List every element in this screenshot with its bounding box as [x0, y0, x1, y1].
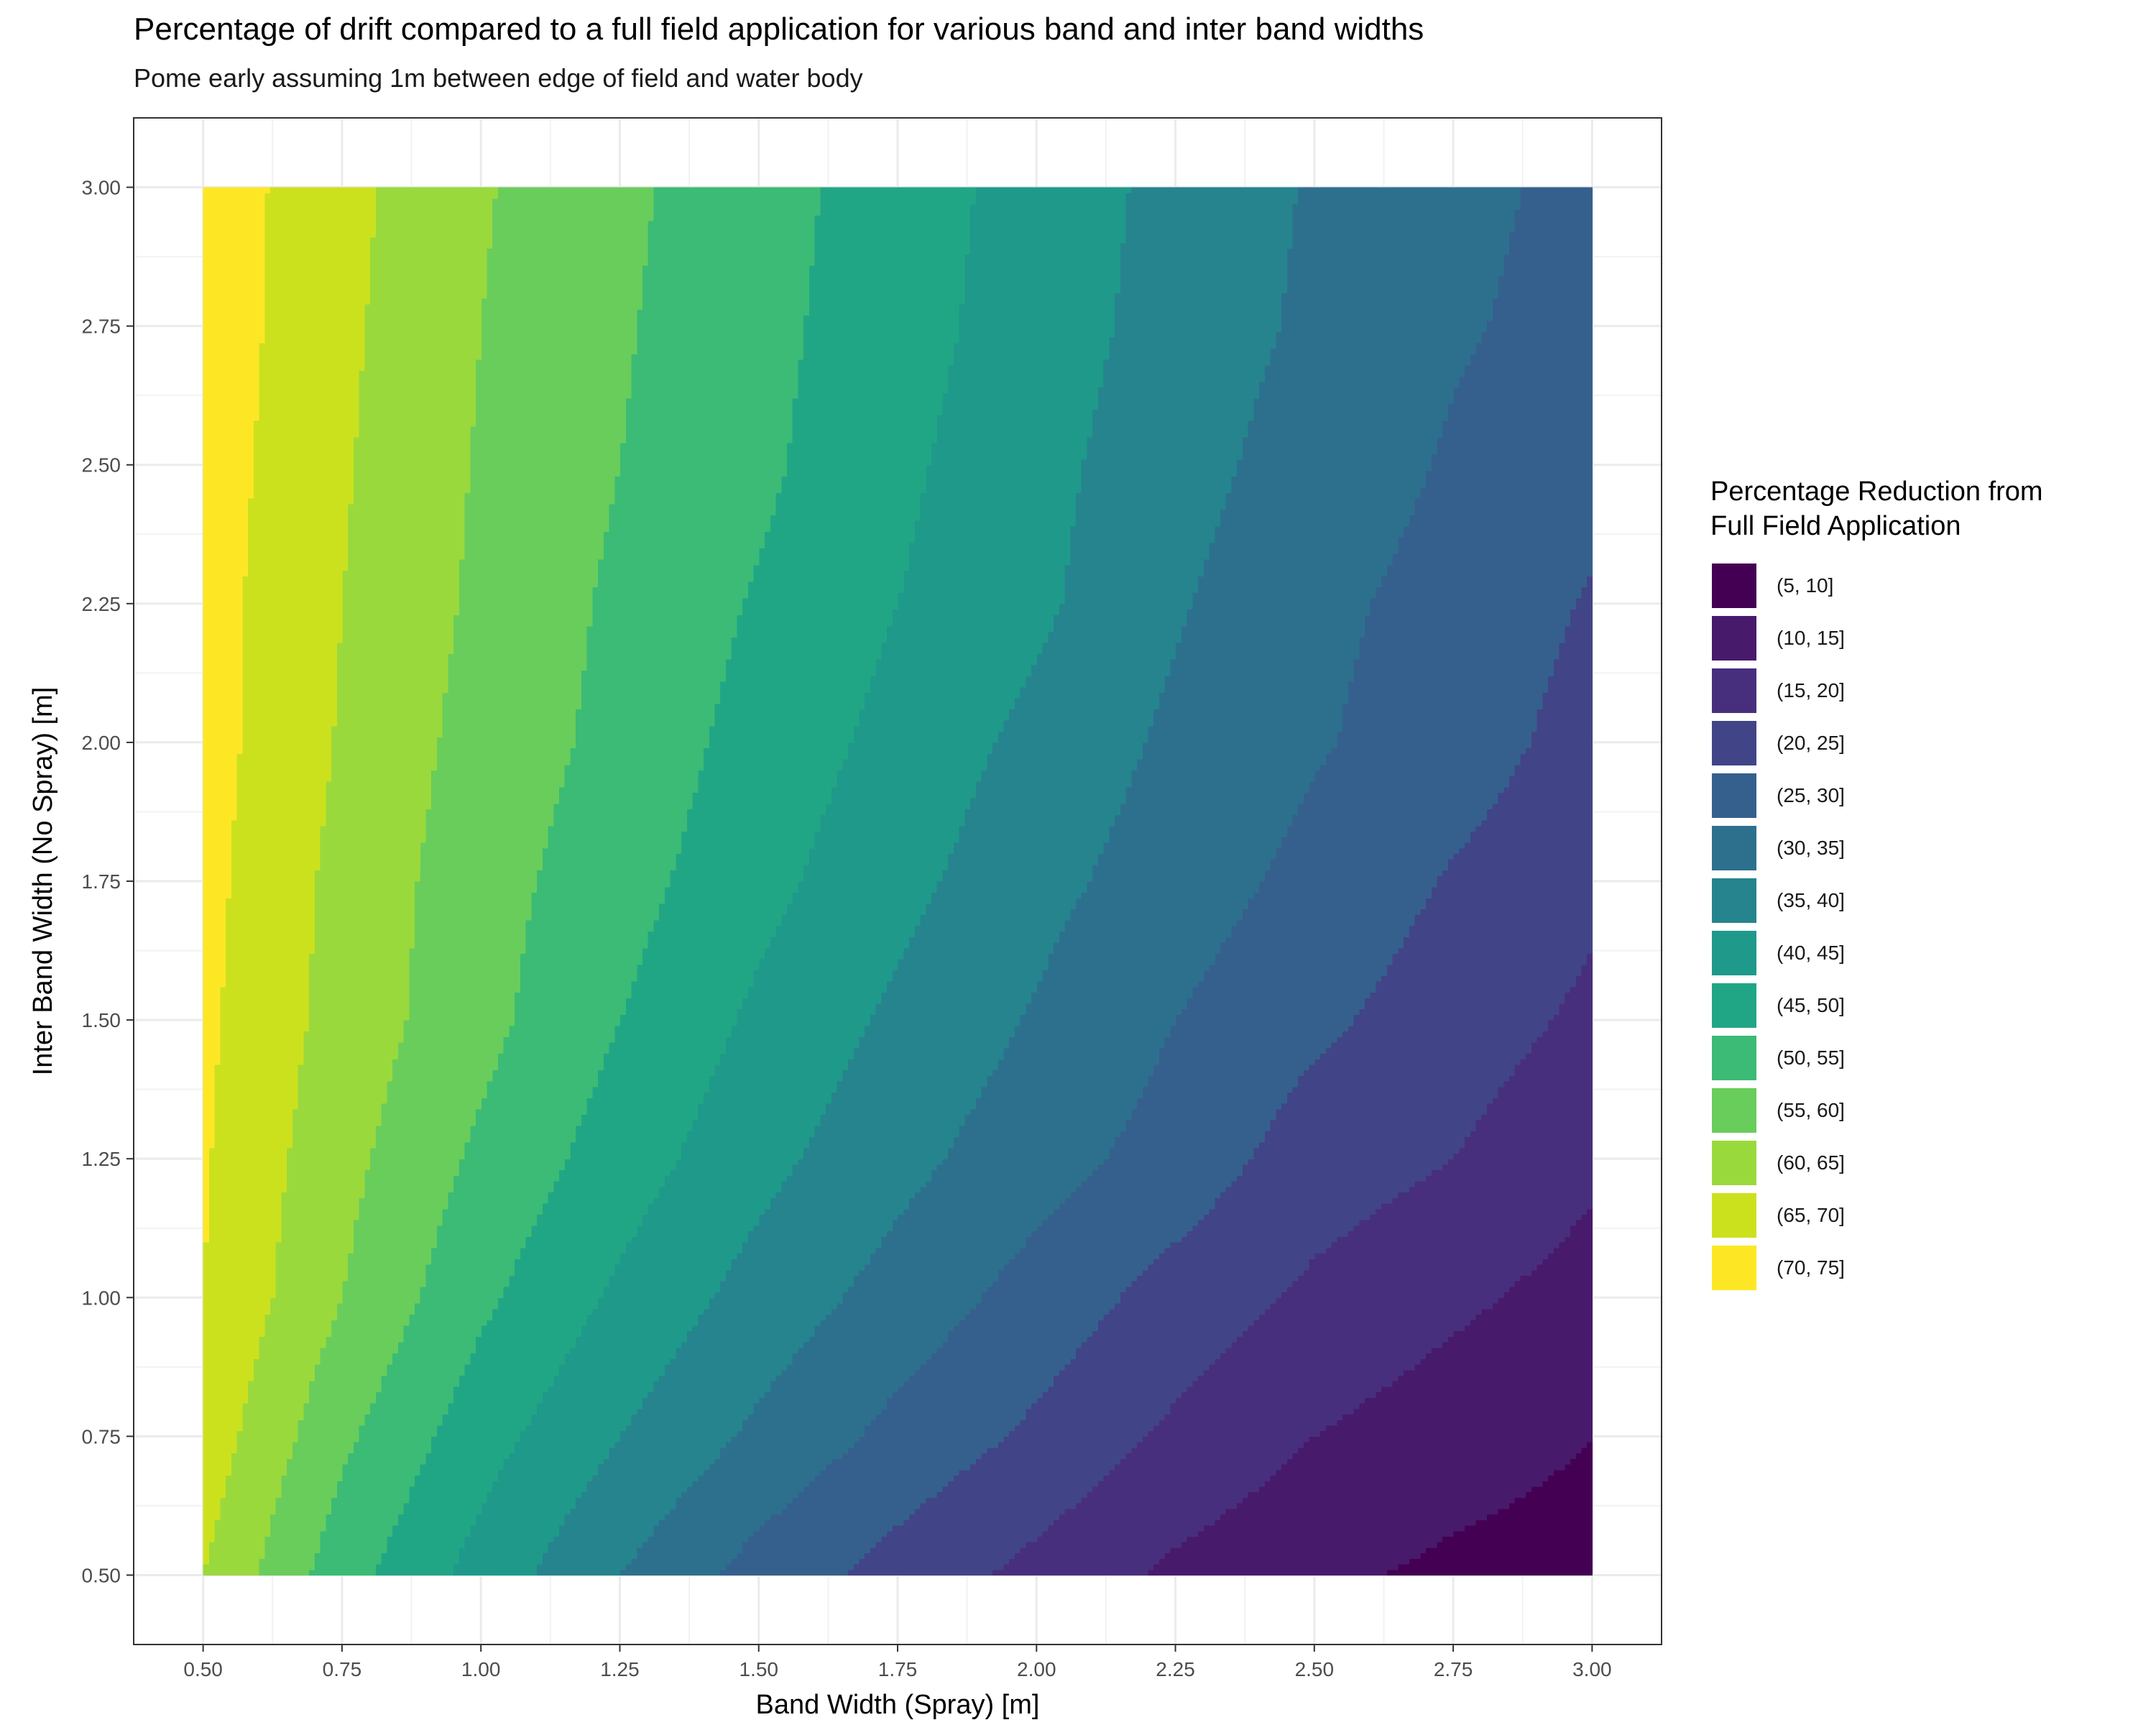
legend-label: (55, 60]: [1777, 1098, 1845, 1121]
legend-key: [1710, 1138, 1758, 1187]
x-tick-label: 2.00: [1017, 1658, 1056, 1680]
legend-title-line-2: Full Field Application: [1710, 511, 1961, 541]
legend-key: [1710, 981, 1758, 1029]
chart-title: Percentage of drift compared to a full f…: [134, 12, 1424, 47]
y-tick-label: 2.50: [82, 454, 121, 477]
legend-label: (15, 20]: [1777, 678, 1845, 702]
legend-label: (35, 40]: [1777, 888, 1845, 911]
legend-key: [1710, 1243, 1758, 1292]
legend-item: (45, 50]: [1710, 979, 2043, 1031]
legend-key: [1710, 1034, 1758, 1082]
contour-band: [1147, 1208, 1593, 1576]
contour-band: [847, 576, 1593, 1576]
contour-band: [992, 953, 1593, 1576]
legend-title: Percentage Reduction from Full Field App…: [1710, 474, 2043, 543]
legend-key: [1710, 666, 1758, 714]
legend-label: (65, 70]: [1777, 1203, 1845, 1226]
x-tick-label: 1.25: [600, 1658, 640, 1680]
legend-label: (50, 55]: [1777, 1046, 1845, 1069]
legend-item: (20, 25]: [1710, 717, 2043, 769]
contour-band: [375, 187, 976, 1576]
y-tick-label: 2.75: [82, 316, 121, 338]
legend-title-line-1: Percentage Reduction from: [1710, 477, 2043, 507]
legend-item: (40, 45]: [1710, 926, 2043, 979]
x-tick-label: 0.50: [183, 1658, 223, 1680]
y-tick-label: 1.00: [82, 1287, 121, 1309]
chart-subtitle: Pome early assuming 1m between edge of f…: [134, 63, 863, 93]
x-tick-label: 1.00: [461, 1658, 501, 1680]
x-tick-label: 0.75: [323, 1658, 362, 1680]
x-tick-label: 1.50: [739, 1658, 778, 1680]
x-tick-label: 2.25: [1156, 1658, 1195, 1680]
legend-label: (40, 45]: [1777, 941, 1845, 964]
legend-item: (55, 60]: [1710, 1084, 2043, 1136]
contour-fill: [203, 187, 1593, 1576]
legend-item: (15, 20]: [1710, 664, 2043, 717]
legend-key: [1710, 824, 1758, 872]
y-tick-label: 0.50: [82, 1564, 121, 1586]
legend-item: (35, 40]: [1710, 874, 2043, 926]
legend-key: [1710, 614, 1758, 662]
x-tick-label: 3.00: [1572, 1658, 1612, 1680]
legend-key: [1710, 876, 1758, 924]
legend-key: [1710, 771, 1758, 819]
contour-band: [203, 187, 498, 1576]
legend-label: (5, 10]: [1777, 574, 1834, 597]
x-tick-label: 2.75: [1434, 1658, 1473, 1680]
y-tick-label: 3.00: [82, 177, 121, 199]
contour-band: [203, 187, 271, 1243]
y-tick-label: 0.75: [82, 1425, 121, 1448]
legend-item: (50, 55]: [1710, 1031, 2043, 1084]
y-tick-label: 2.00: [82, 732, 121, 754]
legend-key: [1710, 1086, 1758, 1134]
legend-label: (70, 75]: [1777, 1256, 1845, 1279]
legend-label: (10, 15]: [1777, 626, 1845, 649]
contour-band: [453, 187, 1132, 1576]
legend-label: (45, 50]: [1777, 993, 1845, 1016]
y-tick-label: 1.25: [82, 1148, 121, 1170]
legend-key: [1710, 561, 1758, 610]
legend-label: (30, 35]: [1777, 836, 1845, 859]
y-axis-title: Inter Band Width (No Spray) [m]: [28, 687, 58, 1076]
legend-key: [1710, 929, 1758, 977]
legend-item: (5, 10]: [1710, 559, 2043, 612]
x-tick-label: 2.50: [1295, 1658, 1335, 1680]
contour-band: [258, 187, 654, 1576]
legend-label: (60, 65]: [1777, 1151, 1845, 1174]
legend: Percentage Reduction from Full Field App…: [1710, 474, 2043, 1294]
contour-band: [719, 187, 1593, 1576]
legend-item: (65, 70]: [1710, 1189, 2043, 1241]
x-axis: 0.50 0.75 1.00 1.25 1.50 1.75 2.00 2.25 2.50 2.75…: [183, 1644, 1612, 1680]
x-tick-label: 1.75: [878, 1658, 918, 1680]
y-tick-label: 1.75: [82, 870, 121, 893]
legend-item: (30, 35]: [1710, 822, 2043, 874]
y-tick-label: 1.50: [82, 1009, 121, 1031]
y-tick-label: 2.25: [82, 593, 121, 615]
legend-item: (60, 65]: [1710, 1136, 2043, 1189]
legend-label: (20, 25]: [1777, 731, 1845, 754]
contour-band: [619, 187, 1521, 1576]
legend-label: (25, 30]: [1777, 783, 1845, 806]
y-axis: 0.50 0.75 1.00 1.25 1.50 1.75 2.00 2.25 2.50 2.75…: [82, 177, 134, 1586]
x-axis-title: Band Width (Spray) [m]: [756, 1690, 1040, 1720]
legend-key: [1710, 1191, 1758, 1239]
legend-item: (70, 75]: [1710, 1241, 2043, 1294]
contour-band: [203, 187, 376, 1565]
legend-item: (10, 15]: [1710, 612, 2043, 664]
contour-band: [536, 187, 1299, 1576]
legend-items: (5, 10] (10, 15] (15, 20] (20, 25] (25, 30] (…: [1710, 559, 2043, 1294]
legend-key: [1710, 719, 1758, 767]
legend-item: (25, 30]: [1710, 769, 2043, 822]
